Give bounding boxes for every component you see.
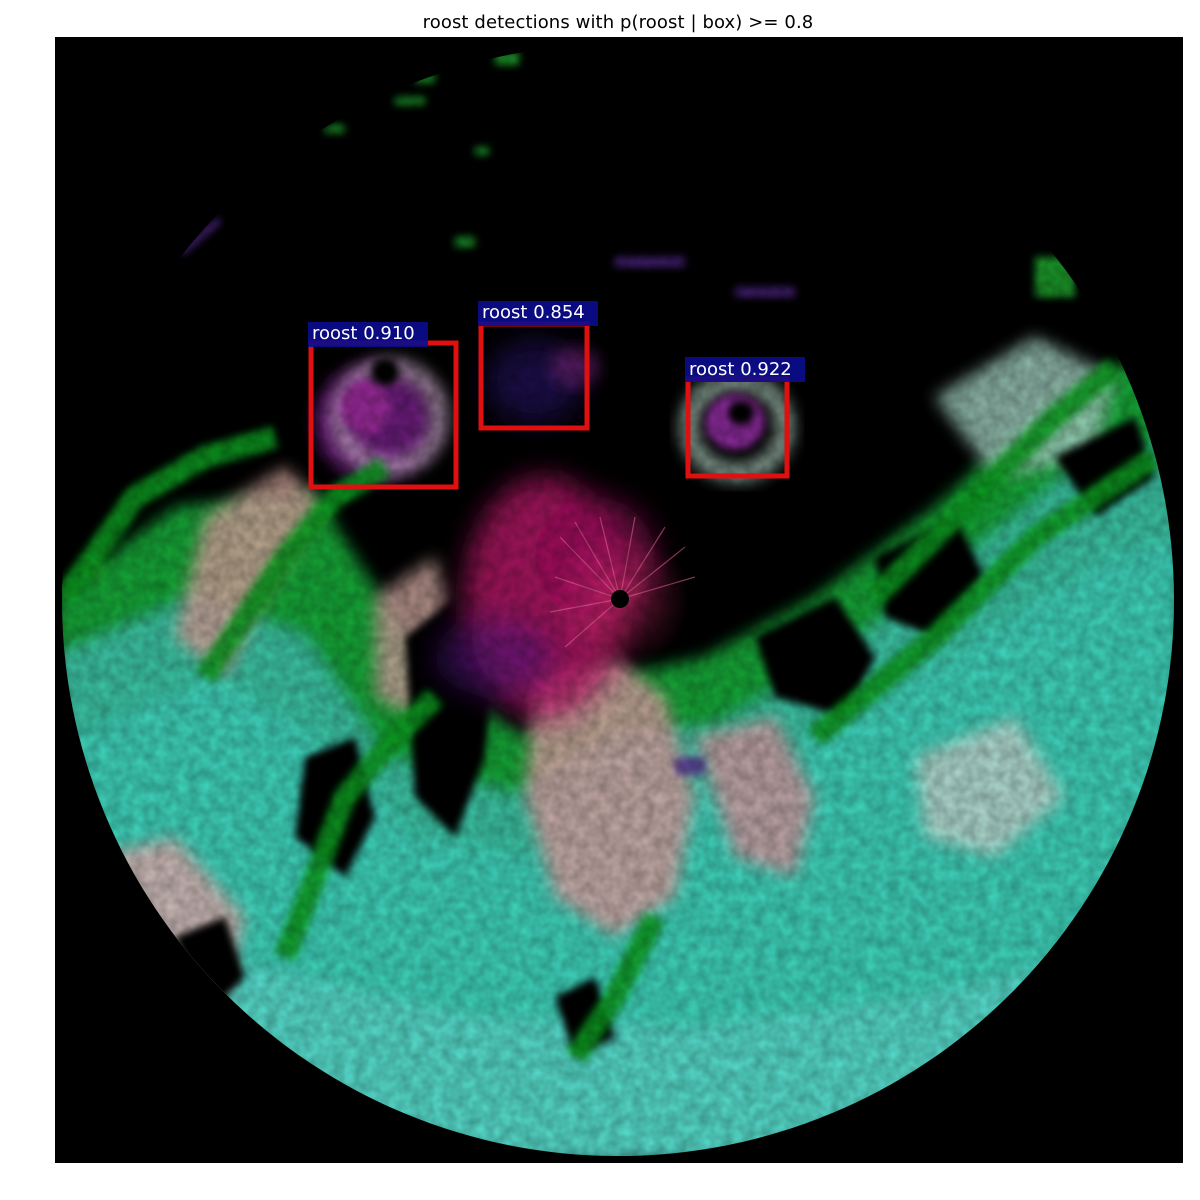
detection-label-background [685, 357, 805, 382]
radar-image-panel: roost 0.910 roost 0.854 roost 0.922 [55, 37, 1183, 1163]
detection-label-1: roost 0.910 [312, 323, 415, 344]
detection-box-2: roost 0.854 [478, 301, 598, 431]
detection-box-1: roost 0.910 [308, 322, 459, 490]
detection-label-3: roost 0.922 [689, 359, 792, 380]
detection-box-3: roost 0.922 [685, 357, 805, 479]
detection-label-background [478, 301, 598, 326]
detection-label-background [308, 322, 428, 347]
radar-scan-image: roost 0.910 roost 0.854 roost 0.922 [55, 37, 1183, 1163]
figure-title: roost detections with p(roost | box) >= … [422, 12, 814, 33]
radar-echo-layer [62, 44, 1174, 1156]
detection-label-2: roost 0.854 [482, 302, 585, 323]
